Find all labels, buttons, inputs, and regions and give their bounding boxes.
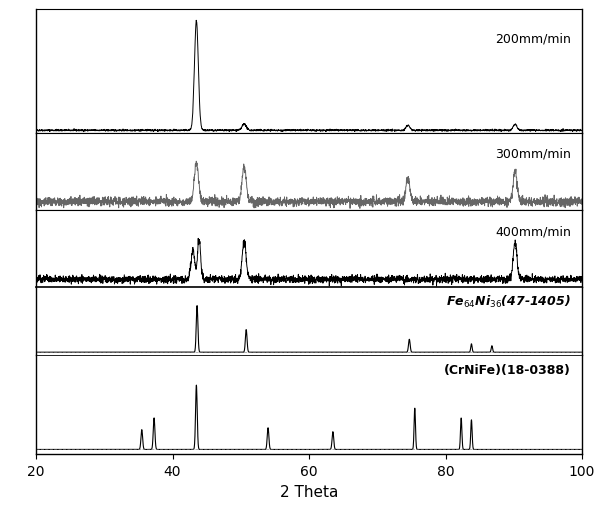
Text: Fe$_{64}$Ni$_{36}$(47-1405): Fe$_{64}$Ni$_{36}$(47-1405): [446, 293, 571, 310]
Text: 200mm/min: 200mm/min: [495, 32, 571, 45]
Text: 300mm/min: 300mm/min: [495, 147, 571, 161]
Text: 400mm/min: 400mm/min: [495, 225, 571, 237]
X-axis label: 2 Theta: 2 Theta: [280, 484, 338, 499]
Text: (CrNiFe)(18-0388): (CrNiFe)(18-0388): [444, 364, 571, 377]
